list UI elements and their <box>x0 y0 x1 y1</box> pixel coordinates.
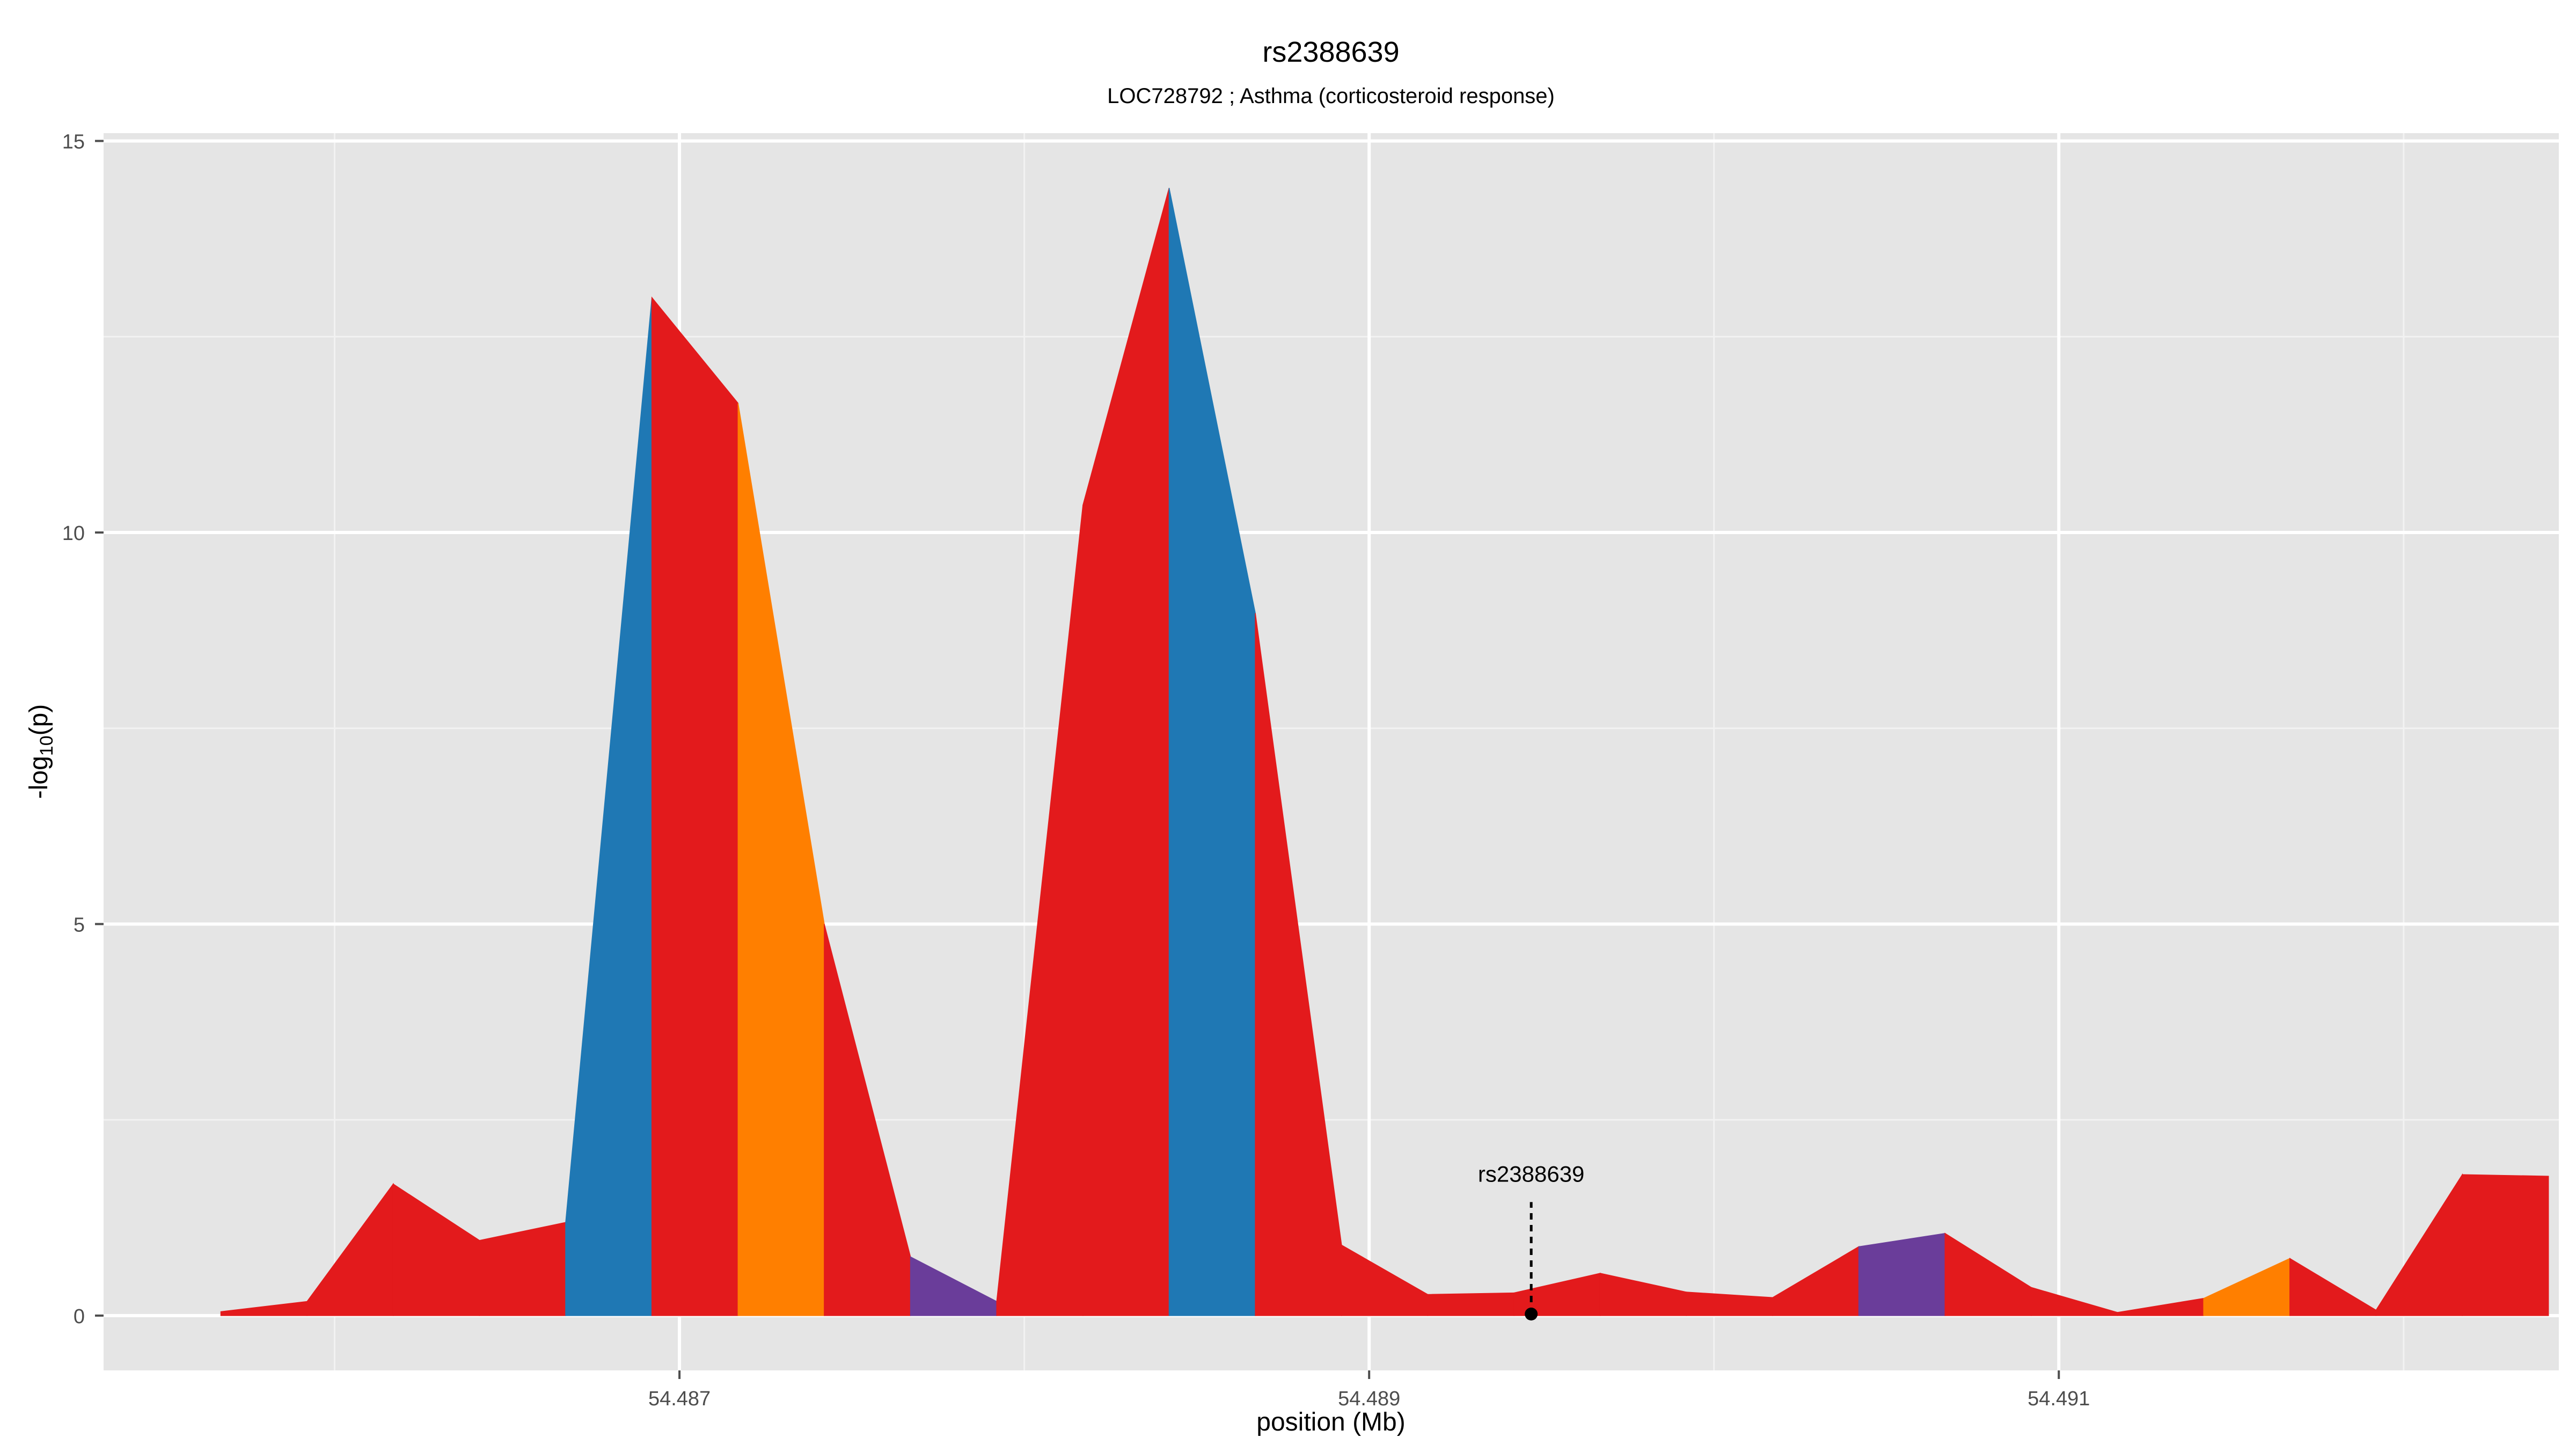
x-tick-label: 54.491 <box>2028 1388 2090 1410</box>
y-tick-label: 5 <box>74 914 85 936</box>
chart-title: rs2388639 <box>1262 36 1399 68</box>
grid-minor <box>104 133 2559 1370</box>
plot-panel <box>104 133 2559 1370</box>
area-segment <box>2462 1174 2549 1316</box>
annotation-label: rs2388639 <box>1478 1161 1585 1186</box>
area-segment <box>1858 1232 1946 1316</box>
area-segment <box>651 296 739 1316</box>
x-tick-label: 54.489 <box>1338 1388 1400 1410</box>
y-tick-label: 0 <box>74 1305 85 1328</box>
annotation-layer: rs2388639 <box>1478 1161 1585 1320</box>
x-axis: 54.487 54.489 54.491 <box>648 1370 2090 1410</box>
chart-subtitle: LOC728792 ; Asthma (corticosteroid respo… <box>1107 84 1555 108</box>
area-segments <box>220 187 2549 1316</box>
y-axis-title: -log10(p) <box>25 704 57 799</box>
y-tick-label: 15 <box>62 131 85 154</box>
x-tick-label: 54.487 <box>648 1388 711 1410</box>
annotation-point <box>1525 1307 1538 1320</box>
area-segment <box>1427 1292 1514 1316</box>
y-tick-label: 10 <box>62 522 85 545</box>
y-axis: 0 5 10 15 <box>62 131 104 1328</box>
x-axis-title: position (Mb) <box>1256 1408 1405 1436</box>
